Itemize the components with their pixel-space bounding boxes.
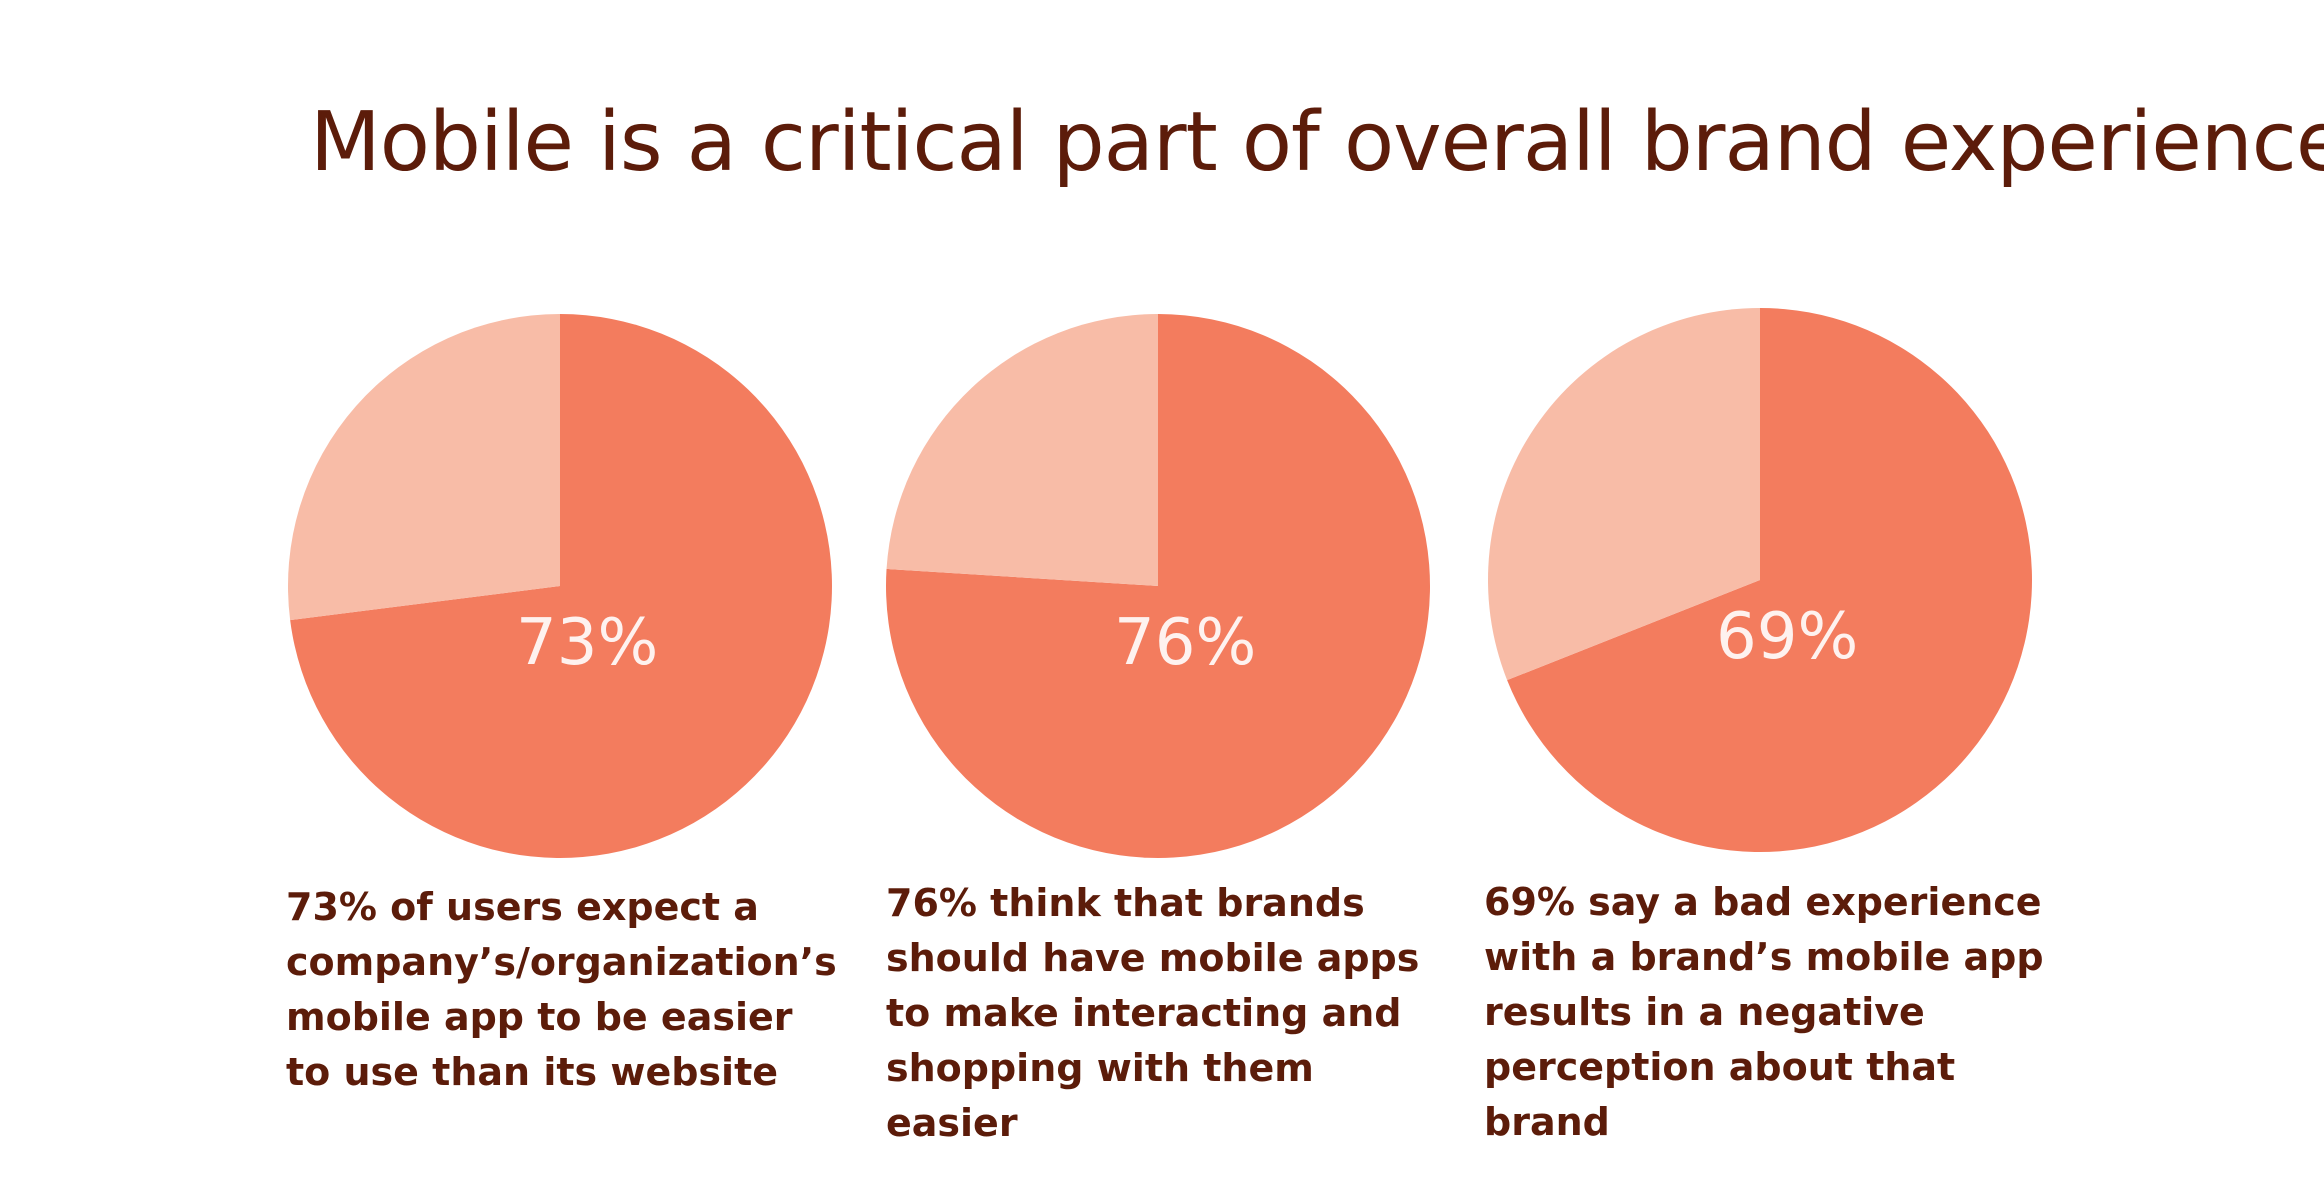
pie-2-percent-label: 76% — [1114, 606, 1256, 680]
caption-2: 76% think that brands should have mobile… — [886, 881, 1420, 1145]
pie-2-remainder-slice — [886, 314, 1158, 586]
pie-3-percent-label: 69% — [1716, 600, 1858, 674]
pie-chart-3: 69% — [1487, 308, 2032, 852]
pie-1-main-slice — [290, 314, 832, 858]
pie-1-remainder-slice — [287, 314, 560, 621]
pie-chart-1: 73% — [287, 314, 832, 858]
pie-2-main-slice — [886, 314, 1431, 859]
pie-1-percent-label: 73% — [516, 606, 658, 680]
pie-3-remainder-slice — [1487, 308, 1760, 681]
infographic-title: Mobile is a critical part of overall bra… — [310, 95, 2324, 190]
caption-3: 69% say a bad experience with a brand’s … — [1484, 880, 2044, 1144]
caption-1: 73% of users expect a company’s/organiza… — [286, 885, 837, 1094]
pie-chart-2: 76% — [886, 314, 1431, 859]
pie-3-main-slice — [1507, 308, 2032, 852]
